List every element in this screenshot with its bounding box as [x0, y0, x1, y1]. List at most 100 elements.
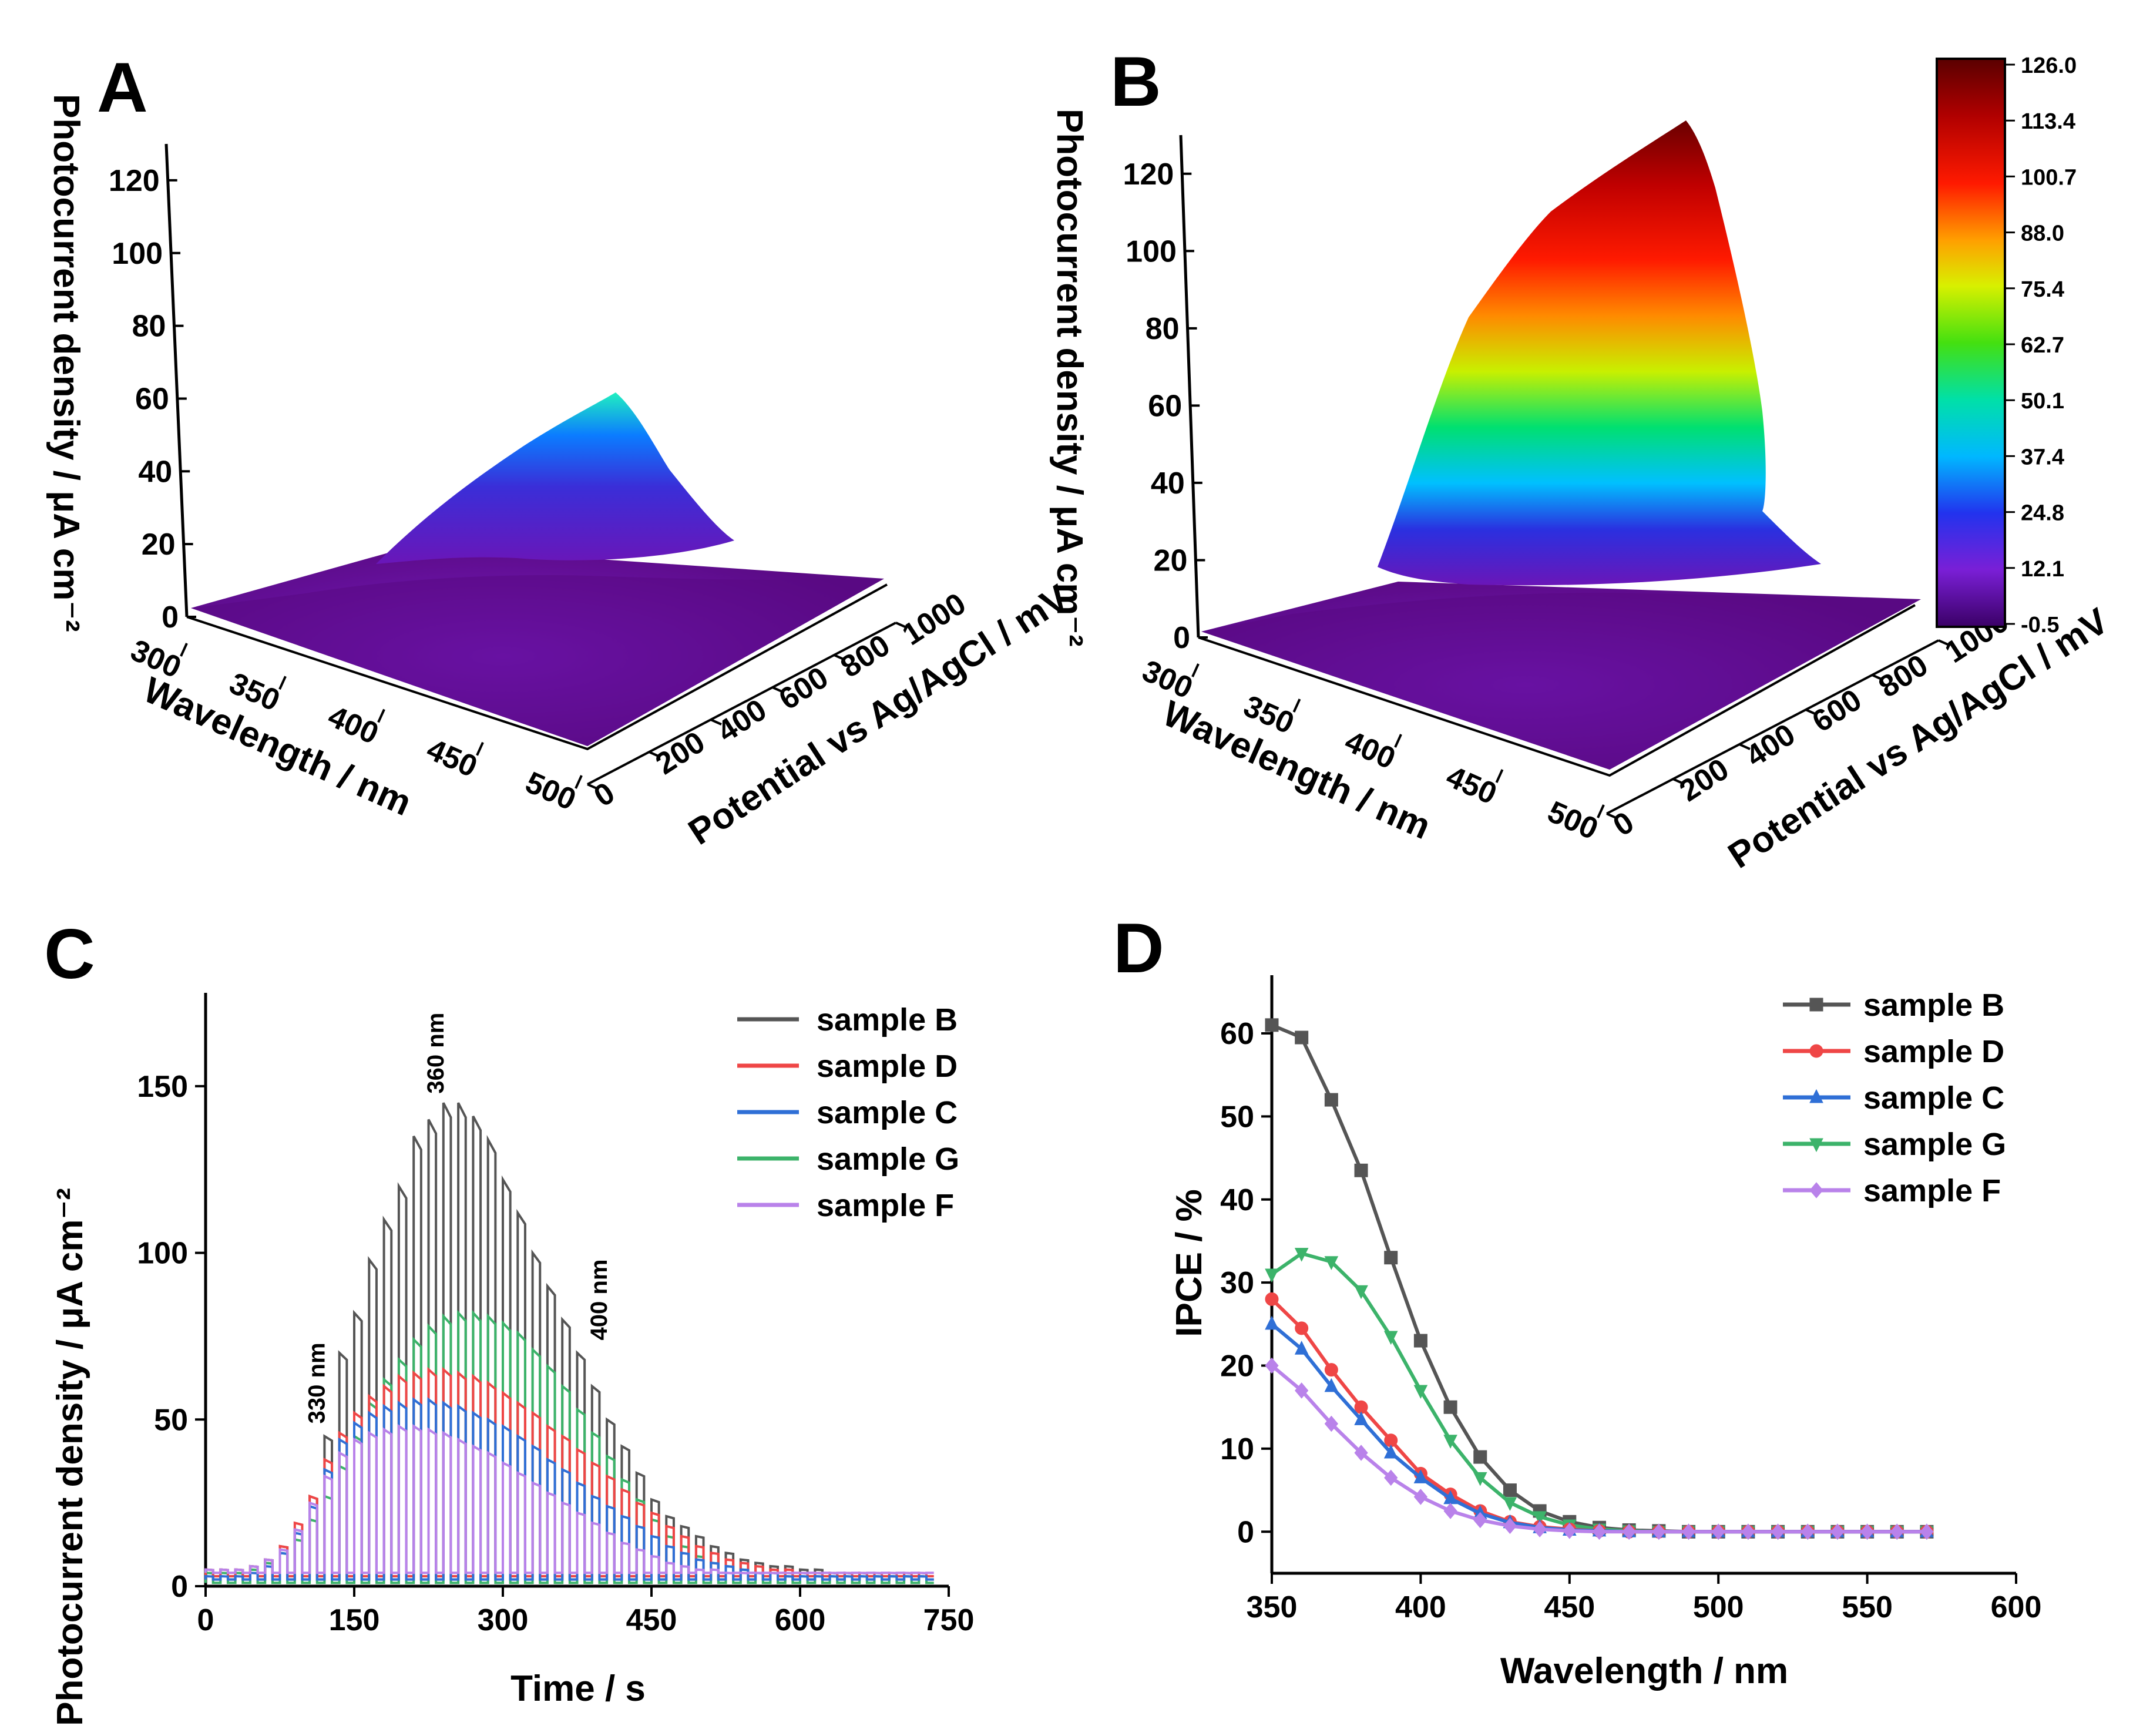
panel-b-z-title: Photocurrent density / μA cm⁻² [1049, 109, 1090, 647]
d-data-point [1533, 1521, 1547, 1537]
x-tick-mark [1292, 699, 1301, 713]
y-tick-label: 800 [1873, 648, 1934, 704]
panel-a-y-axis [587, 622, 896, 785]
d-data-point [1443, 1435, 1457, 1449]
d-data-point [1354, 1445, 1368, 1461]
z-tick-label: 80 [132, 310, 166, 344]
d-y-tick-label: 10 [1220, 1432, 1254, 1466]
panel-d-y-title: IPCE / % [1169, 1189, 1210, 1337]
d-series-line [1271, 1251, 1927, 1534]
d-data-point [1741, 1523, 1755, 1540]
d-data-point [1809, 1182, 1823, 1198]
panel-c-x-title: Time / s [510, 1668, 646, 1709]
d-data-point [1592, 1523, 1607, 1540]
c-x-tick-label: 300 [478, 1603, 529, 1637]
x-tick-label: 450 [422, 732, 482, 784]
colorbar-tick-label: 113.4 [2021, 109, 2075, 134]
d-x-tick-label: 500 [1693, 1590, 1744, 1624]
panel-d-x-title: Wavelength / nm [1500, 1651, 1788, 1691]
panel-b-x-title: Wavelength / nm [1157, 693, 1436, 847]
z-tick-label: 0 [162, 600, 179, 634]
d-data-point [1265, 1315, 1279, 1330]
panel-b: B 0 20 40 60 80 100 120 Photocurrent density /… [1049, 42, 2115, 877]
d-y-tick-label: 0 [1237, 1515, 1254, 1549]
panel-a-surface-peak [376, 392, 734, 564]
panel-b-y-axis [1606, 639, 1939, 815]
panel-c: C 0 150 300 450 600 750 0 50 100 150 330 nm 360 nm 4… [44, 915, 974, 1726]
panel-a-label: A [97, 48, 148, 127]
d-x-tick-label: 350 [1247, 1590, 1298, 1624]
panel-d-legend: sample B sample D sample C sample G sample F [1783, 988, 2006, 1208]
colorbar-tick-label: 37.4 [2021, 445, 2064, 469]
d-data-point [1354, 1411, 1368, 1425]
d-data-point [1384, 1469, 1398, 1486]
z-tick-label: 80 [1146, 312, 1180, 346]
y-tick-label: 400 [711, 693, 772, 749]
d-legend-label: sample D [1863, 1034, 2004, 1069]
y-tick-mark [834, 654, 845, 661]
y-tick-mark [710, 718, 722, 726]
d-x-tick-label: 550 [1842, 1590, 1893, 1624]
y-tick-mark [587, 783, 599, 790]
d-data-point [1473, 1512, 1487, 1529]
d-data-point [1809, 1089, 1823, 1103]
d-series-line [1271, 1322, 1927, 1534]
d-x-tick-label: 400 [1395, 1590, 1446, 1624]
x-tick-mark [476, 741, 484, 756]
x-tick-label: 400 [323, 699, 384, 751]
d-series-line [1271, 1023, 1927, 1534]
panel-d: D 350 400 450 500 550 600 0 10 20 30 40 50 60 IPCE /… [1113, 909, 2041, 1691]
z-tick-label: 40 [138, 455, 172, 489]
panel-a-z-axis [164, 143, 189, 617]
x-tick-mark [377, 708, 385, 723]
d-x-tick-label: 450 [1544, 1590, 1595, 1624]
y-tick-label: 200 [1674, 752, 1735, 808]
c-y-tick-label: 150 [137, 1070, 188, 1104]
d-data-point [1809, 998, 1823, 1012]
d-data-point [1503, 1517, 1517, 1534]
z-tick-label: 120 [109, 164, 160, 198]
c-legend-label: sample D [817, 1049, 958, 1084]
d-data-point [1503, 1497, 1517, 1511]
y-tick-mark [772, 686, 784, 693]
colorbar-tick-label: 62.7 [2021, 333, 2064, 358]
c-y-tick-label: 100 [137, 1237, 188, 1271]
panel-a-surface-front [191, 575, 884, 746]
d-data-point [1383, 1331, 1398, 1345]
panel-b-z-axis [1179, 135, 1200, 638]
d-legend-label: sample B [1863, 988, 2004, 1023]
c-x-tick-label: 450 [626, 1603, 677, 1637]
d-legend-label: sample F [1863, 1173, 2001, 1208]
d-data-point [1473, 1472, 1487, 1486]
x-tick-mark [278, 676, 287, 690]
d-x-tick-label: 600 [1991, 1590, 2042, 1624]
panel-b-colorbar-ticks: 126.0 113.4 100.7 88.0 75.4 62.7 50.1 37.4 24.8 1… [2005, 53, 2077, 637]
x-tick-mark [1495, 769, 1504, 783]
z-tick-label: 60 [1148, 389, 1182, 423]
d-data-point [1413, 1469, 1428, 1483]
d-data-point [1324, 1378, 1339, 1392]
d-data-point [1533, 1511, 1547, 1525]
d-data-point [1652, 1523, 1666, 1540]
c-legend-label: sample C [817, 1095, 958, 1130]
d-data-point [1265, 1292, 1279, 1306]
x-tick-mark [1191, 663, 1200, 677]
c-y-tick-label: 0 [171, 1570, 188, 1604]
y-tick-mark [1805, 708, 1817, 716]
d-data-point [1413, 1489, 1428, 1505]
x-tick-label: 450 [1441, 760, 1502, 811]
panel-b-floor-edge [1198, 604, 1916, 777]
d-legend-label: sample G [1863, 1127, 2006, 1162]
d-data-point [1265, 1018, 1279, 1032]
d-data-point [1413, 1385, 1428, 1399]
d-data-point [1295, 1321, 1309, 1335]
panel-a: A 0 20 40 60 80 100 120 Photocurrent density /… [46, 48, 1076, 853]
c-x-tick-label: 600 [775, 1603, 826, 1637]
z-tick-label: 0 [1173, 621, 1190, 655]
c-x-tick-label: 0 [197, 1603, 214, 1637]
panel-c-label: C [44, 915, 95, 993]
c-legend-label: sample G [817, 1141, 959, 1177]
y-tick-mark [649, 751, 660, 758]
d-data-point [1324, 1363, 1338, 1377]
c-annotation: 330 nm [304, 1342, 330, 1423]
